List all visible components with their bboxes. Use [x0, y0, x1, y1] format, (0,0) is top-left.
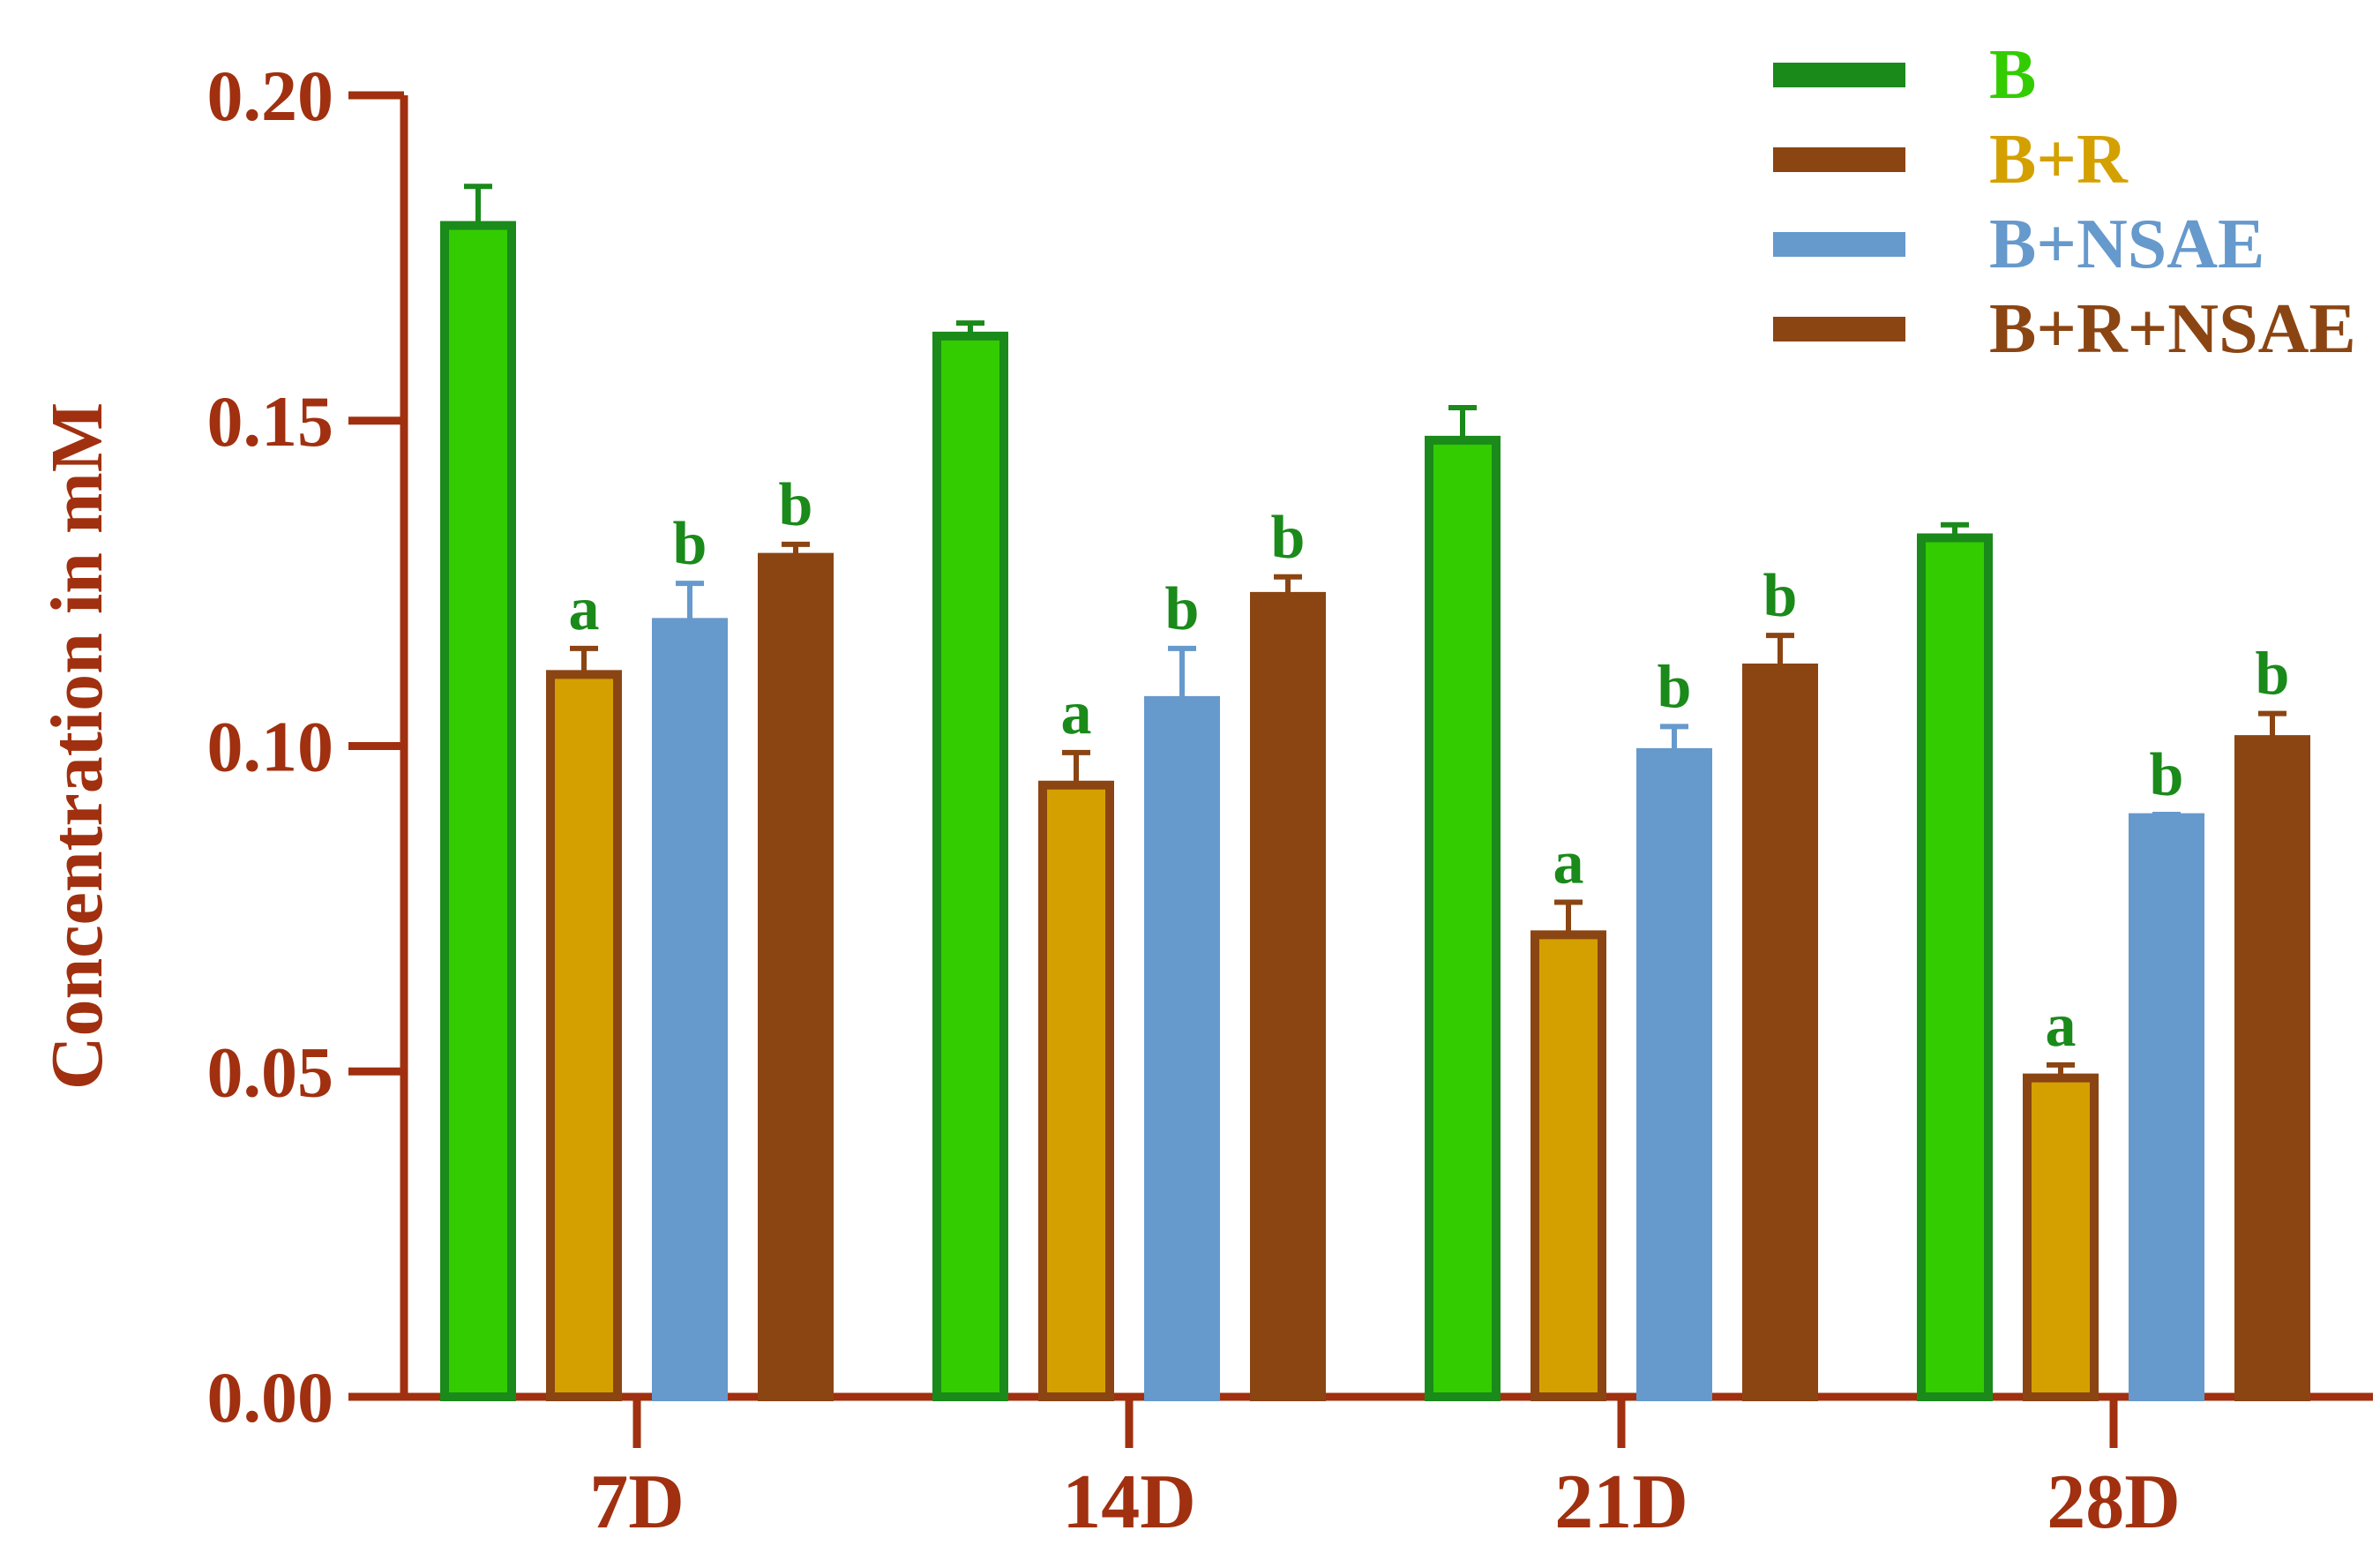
legend-label: B+R — [1989, 121, 2129, 199]
x-tick-label: 21D — [1554, 1459, 1688, 1545]
significance-label: b — [1658, 653, 1692, 721]
y-tick-label: 0.10 — [207, 707, 334, 787]
legend-label: B+NSAE — [1989, 206, 2264, 283]
x-tick-label: 7D — [589, 1459, 685, 1545]
significance-label: b — [673, 510, 707, 578]
bar-b-r-nsae-14d — [1250, 591, 1326, 1401]
significance-label: b — [779, 471, 813, 539]
bar-b-r-nsae-21d — [1742, 664, 1818, 1401]
bar-b-nsae-14d — [1144, 695, 1220, 1401]
bar-b-r-7d — [546, 670, 622, 1401]
bar-b-7d — [440, 221, 516, 1401]
legend-label: B — [1989, 36, 2036, 114]
significance-label: a — [569, 575, 600, 643]
significance-label: b — [1763, 562, 1798, 630]
legend-swatch — [1773, 317, 1905, 341]
bar-b-r-nsae-7d — [758, 552, 834, 1401]
significance-label: a — [1553, 829, 1584, 897]
significance-label: b — [2150, 741, 2184, 809]
significance-label: a — [1061, 679, 1092, 747]
significance-label: b — [1271, 504, 1306, 572]
significance-label: b — [1165, 575, 1200, 643]
bar-b-nsae-28d — [2129, 813, 2204, 1401]
y-tick-label: 0.20 — [207, 56, 334, 136]
legend-label: B+R+NSAE — [1989, 290, 2356, 368]
bar-b-r-nsae-28d — [2234, 735, 2310, 1401]
bar-b-r-28d — [2023, 1073, 2099, 1401]
y-tick-label: 0.05 — [207, 1032, 334, 1112]
significance-label: a — [2046, 992, 2077, 1060]
significance-label: b — [2256, 641, 2290, 709]
y-axis-title: Concentration in mM — [36, 402, 118, 1090]
legend-swatch — [1773, 232, 1905, 257]
legend-swatch — [1773, 147, 1905, 172]
bar-b-r-14d — [1038, 780, 1114, 1401]
axes: 0.00 0.05 0.10 0.15 0.20 7D 14D 21D 28D — [207, 56, 2373, 1545]
x-tick-label: 28D — [2047, 1459, 2181, 1545]
bar-b-nsae-21d — [1636, 747, 1712, 1401]
y-tick-label: 0.15 — [207, 381, 334, 461]
bars: a b b a b b a b b a b b — [440, 184, 2310, 1401]
bar-b-28d — [1917, 533, 1993, 1401]
bar-b-14d — [932, 331, 1008, 1401]
y-tick-label: 0.00 — [207, 1357, 334, 1437]
bar-b-21d — [1425, 435, 1501, 1401]
bar-b-r-21d — [1531, 930, 1606, 1401]
legend-swatch — [1773, 63, 1905, 87]
bar-b-nsae-7d — [652, 618, 728, 1401]
x-tick-label: 14D — [1062, 1459, 1196, 1545]
